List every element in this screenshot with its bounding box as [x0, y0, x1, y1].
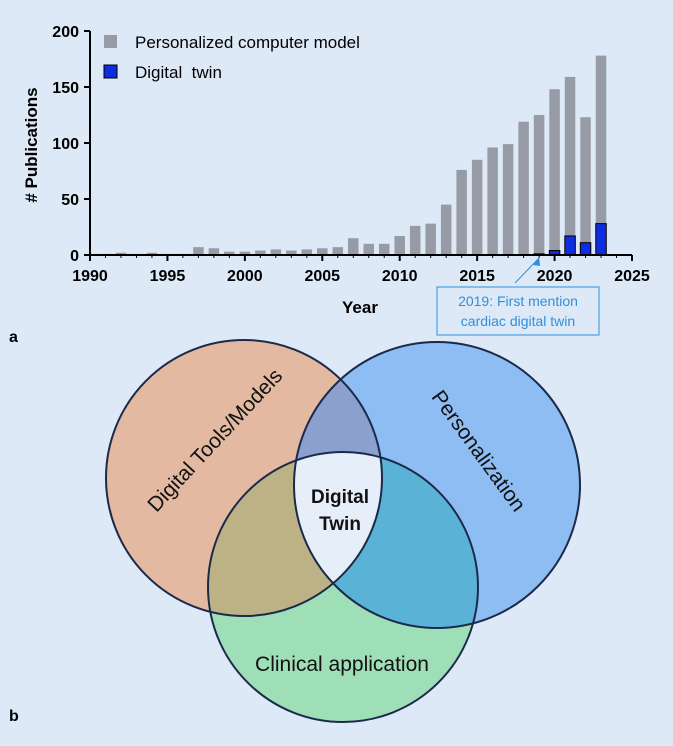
- y-tick-label-200: 200: [52, 24, 79, 41]
- bar-computer-model-1997: [193, 247, 204, 255]
- legend-label-digital-twin: Digital twin: [135, 63, 222, 82]
- bar-computer-model-1992: [115, 252, 127, 255]
- bar-computer-model-2009: [378, 243, 390, 255]
- bar-computer-model-2019: [533, 115, 545, 255]
- bar-computer-model-2011: [409, 225, 421, 255]
- bar-computer-model-2021: [564, 76, 576, 255]
- bar-computer-model-2016: [487, 147, 498, 255]
- annotation: 2019: First mention cardiac digital twin: [436, 257, 600, 336]
- annotation-line1: 2019: First mention: [458, 293, 578, 309]
- x-tick-label-2010: 2010: [382, 268, 418, 285]
- venn-outline-clinical: [207, 451, 479, 723]
- bar-computer-model-2012: [425, 223, 436, 255]
- x-tick-label-2000: 2000: [227, 268, 263, 285]
- y-ticks-group: 0 50 100 150 200: [52, 24, 90, 265]
- y-tick-label-0: 0: [70, 248, 79, 265]
- y-tick-label-50: 50: [61, 192, 79, 209]
- panel-a-chart: 1990 1995 2000 2005 2010 2015 2020 2025 0 50 100 1…: [9, 24, 650, 346]
- panel-b-venn: Digital Tools/Models Personalization Cli…: [9, 339, 581, 725]
- bar-computer-model-2022: [580, 117, 591, 256]
- bar-computer-model-2013: [440, 204, 452, 255]
- venn-label-clinical: Clinical application: [255, 653, 429, 676]
- bar-computer-model-2001: [255, 250, 266, 255]
- bar-computer-model-2000: [239, 251, 251, 255]
- x-tick-label-1990: 1990: [72, 268, 108, 285]
- x-axis-title: Year: [342, 298, 378, 317]
- bar-computer-model-2015: [471, 159, 483, 255]
- panel-label-b: b: [9, 708, 19, 725]
- bar-computer-model-2004: [301, 249, 313, 255]
- venn-overlap-personalization-clinical: [294, 452, 478, 628]
- venn-outline-personalization: [293, 341, 581, 629]
- bar-computer-model-2020: [549, 89, 560, 256]
- x-tick-label-2005: 2005: [304, 268, 340, 285]
- bar-computer-model-2005: [317, 248, 328, 255]
- venn-outline-tools: [105, 339, 383, 617]
- bar-computer-model-2007: [348, 238, 359, 255]
- bar-digital-twin-2021: [564, 235, 576, 256]
- bar-digital-twin-2023: [595, 223, 607, 256]
- bar-computer-model-2023: [595, 55, 607, 255]
- y-tick-label-100: 100: [52, 136, 79, 153]
- x-ticks-group: 1990 1995 2000 2005 2010 2015 2020 2025: [72, 255, 650, 285]
- bar-computer-model-1998: [208, 248, 220, 255]
- y-axis-title: # Publications: [22, 87, 41, 202]
- venn-center-line2: Twin: [319, 514, 361, 535]
- x-tick-label-2025: 2025: [614, 268, 650, 285]
- y-tick-label-150: 150: [52, 80, 79, 97]
- bar-computer-model-2008: [363, 243, 374, 255]
- bar-computer-model-2002: [270, 249, 282, 255]
- legend-label-computer-model: Personalized computer model: [135, 33, 360, 52]
- legend-swatch-computer-model: [104, 35, 117, 48]
- x-tick-label-2020: 2020: [537, 268, 573, 285]
- annotation-arrow: [514, 257, 540, 284]
- bar-computer-model-2014: [456, 169, 467, 255]
- bar-computer-model-2006: [332, 247, 344, 255]
- bars-group: [100, 55, 607, 256]
- legend-swatch-digital-twin: [103, 64, 118, 79]
- x-tick-label-2015: 2015: [459, 268, 495, 285]
- bar-computer-model-1999: [224, 251, 235, 255]
- annotation-arrowhead: [533, 258, 541, 266]
- venn-center-line1: Digital: [311, 487, 369, 508]
- bar-digital-twin-2022: [579, 242, 592, 256]
- legend: Personalized computer model Digital twin: [103, 33, 360, 82]
- bar-computer-model-2017: [502, 144, 514, 255]
- bar-computer-model-2010: [394, 235, 405, 255]
- annotation-box: [436, 286, 600, 336]
- bar-computer-model-2003: [286, 250, 297, 255]
- bar-computer-model-1994: [146, 252, 158, 255]
- bar-computer-model-2018: [518, 121, 529, 255]
- x-tick-label-1995: 1995: [150, 268, 186, 285]
- panel-label-a: a: [9, 329, 18, 346]
- annotation-line2: cardiac digital twin: [461, 313, 575, 329]
